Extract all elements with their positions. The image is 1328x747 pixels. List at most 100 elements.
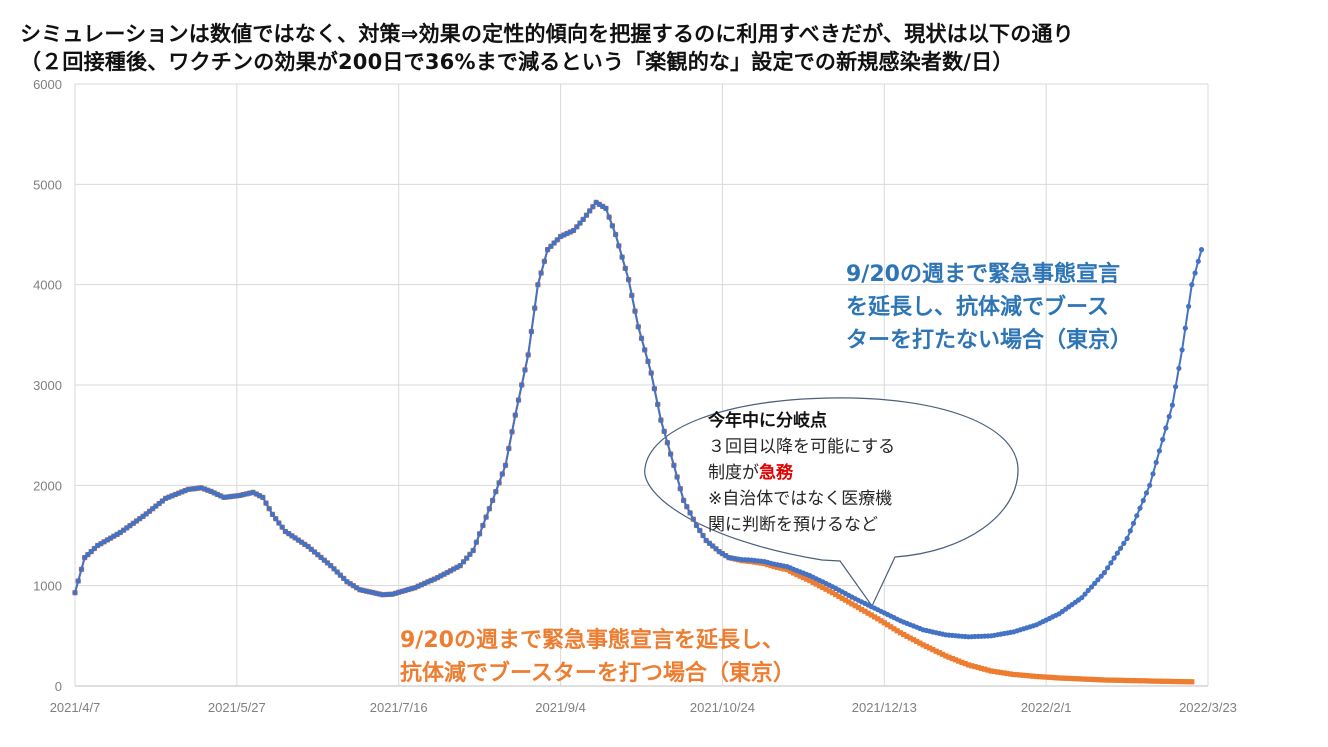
data-point-blue <box>697 527 703 534</box>
data-point-orange <box>855 605 861 611</box>
data-point-blue <box>328 563 334 569</box>
data-point-orange <box>1092 676 1098 683</box>
data-point-blue <box>75 578 81 584</box>
data-point-blue <box>1179 347 1185 353</box>
data-point-orange <box>862 608 868 614</box>
data-point-blue <box>490 497 496 503</box>
data-point-blue <box>499 471 505 477</box>
data-point-blue <box>603 205 609 211</box>
data-point-blue <box>1124 535 1130 542</box>
data-point-blue <box>551 240 557 246</box>
callout-line-2: 制度が急務 <box>708 460 895 486</box>
data-point-orange <box>1027 673 1033 679</box>
data-point-orange <box>1189 679 1195 685</box>
x-tick-label: 2021/9/4 <box>535 700 586 715</box>
data-point-orange <box>969 663 975 669</box>
callout-line-2-prefix: 制度が <box>708 463 759 483</box>
data-point-blue <box>1098 573 1104 579</box>
data-point-orange <box>1040 674 1046 680</box>
data-point-orange <box>1173 678 1179 685</box>
data-point-blue <box>1114 550 1120 556</box>
data-point-blue <box>269 511 276 517</box>
data-point-blue <box>78 566 85 572</box>
data-point-orange <box>891 626 897 632</box>
data-point-orange <box>774 564 781 570</box>
data-point-blue <box>496 480 502 486</box>
data-point-orange <box>917 640 923 646</box>
data-point-blue <box>668 451 674 457</box>
data-point-orange <box>1066 675 1072 681</box>
data-point-orange <box>807 578 813 584</box>
data-point-orange <box>982 666 988 672</box>
data-point-orange <box>794 572 800 578</box>
data-point-orange <box>833 592 839 598</box>
data-point-orange <box>1147 678 1153 684</box>
data-point-orange <box>784 567 790 573</box>
data-point-orange <box>1176 679 1182 685</box>
chart-title-line-1: シミュレーションは数値ではなく、対策⇒効果の定性的傾向を把握するのに利用すべきだ… <box>20 22 1074 46</box>
data-point-orange <box>875 616 881 622</box>
data-point-orange <box>1182 679 1188 685</box>
data-point-orange <box>881 620 887 626</box>
annotation-no-booster-line-3: ターを打たない場合（東京） <box>846 328 1133 353</box>
data-point-orange <box>1053 675 1059 681</box>
data-point-blue <box>480 522 486 529</box>
data-point-orange <box>972 664 978 670</box>
data-point-orange <box>859 606 865 613</box>
data-point-blue <box>1118 545 1124 551</box>
data-point-orange <box>1098 677 1104 683</box>
y-tick-label: 4000 <box>33 278 62 293</box>
data-point-orange <box>781 566 787 572</box>
data-point-blue <box>509 429 515 435</box>
x-tick-label: 2021/10/24 <box>690 700 755 715</box>
data-point-blue <box>541 258 548 264</box>
callout-title: 今年中に分岐点 <box>708 411 827 431</box>
data-point-blue <box>642 347 648 353</box>
annotation-booster: 9/20の週まで緊急事態宣言を延長し、 抗体減でブースターを打つ場合（東京） <box>400 624 795 690</box>
data-point-orange <box>839 595 845 601</box>
data-point-blue <box>337 572 343 578</box>
data-point-blue <box>1111 555 1117 561</box>
data-point-blue <box>648 370 654 376</box>
data-point-blue <box>626 277 632 283</box>
data-point-blue <box>681 497 687 503</box>
data-point-blue <box>616 243 622 249</box>
callout-line-1: ３回目以降を可能にする <box>708 437 896 457</box>
data-point-orange <box>820 584 826 591</box>
data-point-blue <box>1101 570 1107 576</box>
data-point-orange <box>995 669 1001 675</box>
data-point-orange <box>1169 678 1175 685</box>
data-point-blue <box>260 494 266 500</box>
data-point-orange <box>933 648 939 654</box>
data-point-orange <box>878 618 884 624</box>
data-point-blue <box>483 514 489 520</box>
speech-bubble <box>644 397 1019 608</box>
data-point-orange <box>978 665 984 671</box>
data-point-orange <box>868 612 874 618</box>
data-point-blue <box>1192 270 1198 276</box>
data-point-blue <box>525 352 531 358</box>
x-tick-label: 2022/2/1 <box>1021 700 1072 715</box>
data-point-blue <box>470 547 476 554</box>
data-point-blue <box>279 524 285 530</box>
data-point-orange <box>1037 674 1043 680</box>
data-point-blue <box>538 270 544 276</box>
data-point-blue <box>583 212 590 218</box>
data-point-orange <box>975 664 981 671</box>
data-point-orange <box>1069 675 1075 682</box>
data-point-orange <box>888 624 894 630</box>
data-point-blue <box>1147 482 1153 488</box>
data-point-blue <box>1082 591 1088 597</box>
y-tick-label: 0 <box>55 679 62 694</box>
data-point-orange <box>1153 678 1159 684</box>
data-point-blue <box>1130 520 1137 526</box>
annotation-booster-line-1: 9/20の週まで緊急事態宣言を延長し、 <box>400 628 784 653</box>
series-layer <box>72 199 1205 685</box>
x-tick-label: 2022/3/23 <box>1179 700 1237 715</box>
data-point-blue <box>619 254 625 260</box>
data-point-orange <box>849 601 855 607</box>
data-point-blue <box>587 208 593 214</box>
data-point-orange <box>1017 672 1023 678</box>
data-point-blue <box>664 440 671 446</box>
